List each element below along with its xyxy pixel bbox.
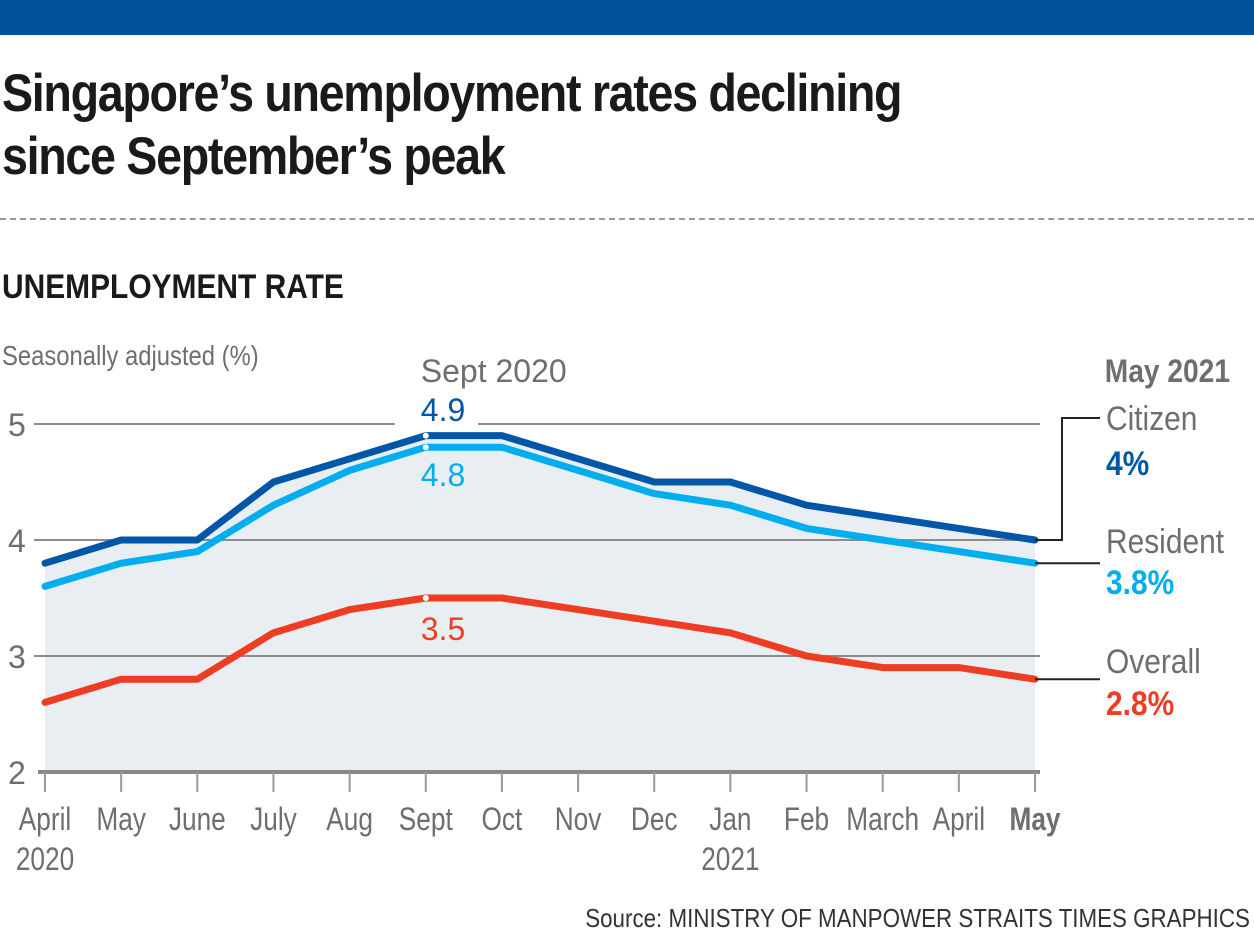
title-line-1: Singapore’s unemployment rates declining [2,64,903,123]
legend-name-overall: Overall [1106,642,1201,680]
leader-line [1035,417,1100,541]
peak-marker [422,444,429,451]
x-tick-label: Dec [631,803,678,838]
x-tick-label: Jan [709,803,751,838]
page-title: Singapore’s unemployment rates declining… [2,62,903,188]
y-tick-label: 5 [8,407,26,443]
x-tick-label: July [250,803,297,838]
legend-value-citizen: 4% [1106,444,1149,482]
chart-subtitle: UNEMPLOYMENT RATE [2,268,344,306]
x-tick-label: May [96,803,146,838]
y-tick-label: 2 [8,755,26,791]
x-year-label: 2021 [701,843,759,878]
x-tick-label: Aug [326,803,373,838]
y-tick-label: 4 [8,523,26,559]
peak-marker [422,595,429,601]
peak-label-resident: 4.8 [421,457,465,493]
peak-label-citizen: 4.9 [421,392,465,428]
peak-marker [422,432,429,439]
x-tick-label: Oct [482,803,523,838]
title-line-2: since September’s peak [2,127,506,186]
divider [0,218,1254,220]
series-line-citizen [41,432,1039,567]
legend-name-citizen: Citizen [1106,399,1197,437]
y-tick-label: 3 [8,639,26,675]
peak-heading: Sept 2020 [421,353,567,389]
series-line-overall [41,594,1039,706]
brand-bar [0,0,1254,35]
source-credit: Source: MINISTRY OF MANPOWER STRAITS TIM… [585,903,1250,933]
x-tick-label: Nov [555,803,602,838]
legend-name-resident: Resident [1106,522,1224,560]
peak-label-overall: 3.5 [421,611,465,647]
x-tick-label: Feb [784,803,829,838]
x-year-label: 2020 [16,843,74,878]
legend-value-resident: 3.8% [1106,563,1174,601]
x-tick-label: April [19,803,71,838]
end-heading: May 2021 [1105,354,1230,389]
series-line-resident [41,443,1039,590]
x-tick-label: Sept [399,803,453,838]
x-tick-label: May [1009,803,1061,838]
y-axis-unit-label: Seasonally adjusted (%) [2,340,259,371]
x-tick-label: March [846,803,919,838]
legend-value-overall: 2.8% [1106,684,1174,722]
x-tick-label: June [169,803,226,838]
x-tick-label: April [933,803,985,838]
